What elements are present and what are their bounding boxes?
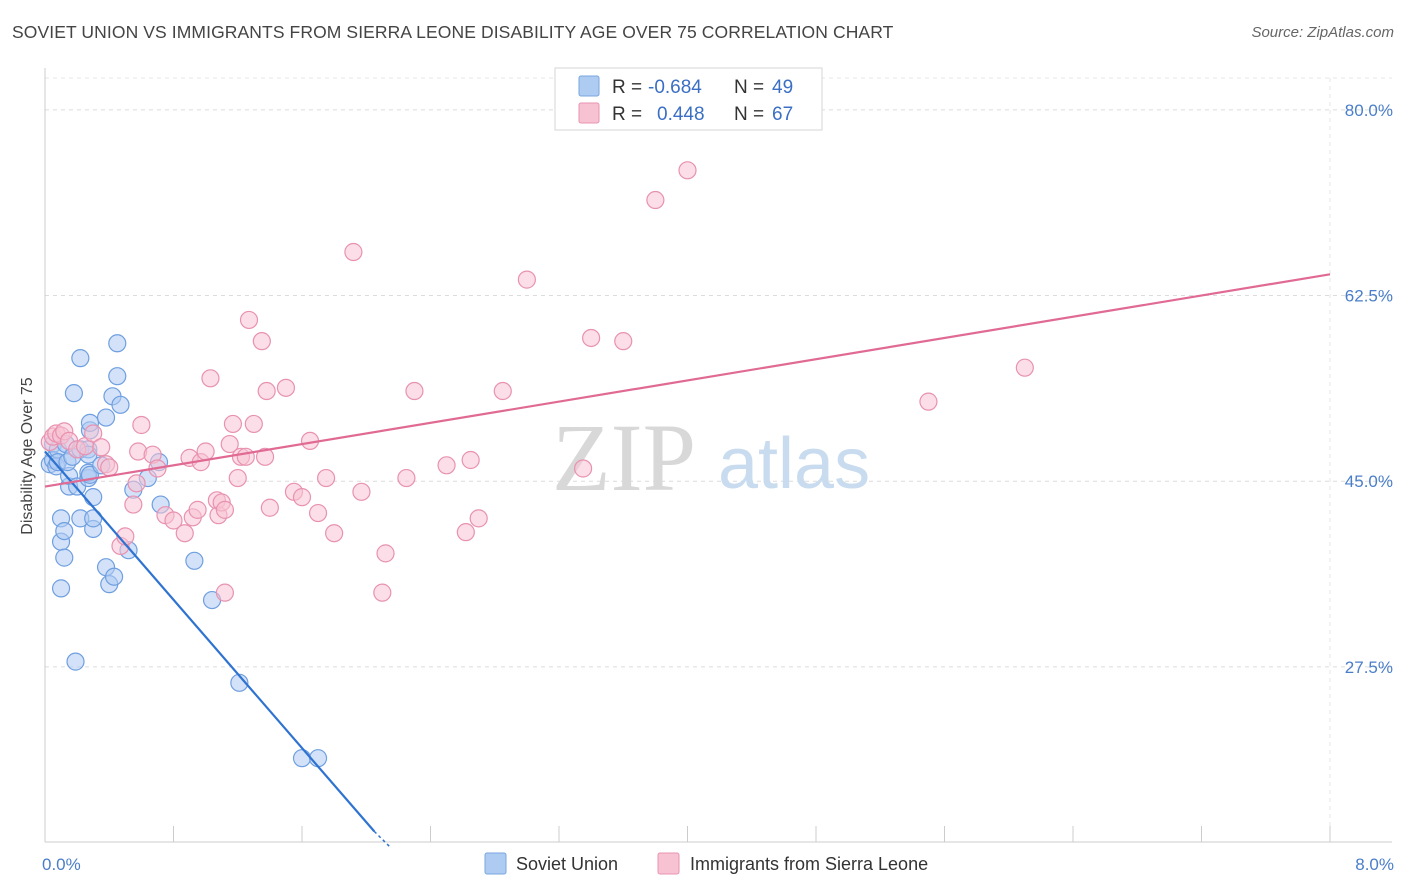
y-tick-label-2: 45.0% xyxy=(1345,472,1393,491)
series-legend-label-1: Immigrants from Sierra Leone xyxy=(690,854,928,874)
point-series-1-47 xyxy=(292,488,312,507)
point-series-1-11 xyxy=(100,458,119,477)
correlation-legend: R = -0.684 N = 49 R = 0.448 N = 67 xyxy=(554,67,823,131)
watermark-zip: ZIP xyxy=(552,404,696,511)
point-series-0-49 xyxy=(292,749,312,768)
point-series-0-37 xyxy=(96,408,116,427)
point-series-1-60 xyxy=(461,450,480,470)
point-series-1-39 xyxy=(239,310,259,330)
trend-line-1 xyxy=(44,273,1331,488)
point-series-1-54 xyxy=(373,583,392,602)
point-series-1-44 xyxy=(260,498,279,517)
point-series-1-57 xyxy=(405,381,424,401)
point-series-0-35 xyxy=(104,567,124,586)
point-series-1-22 xyxy=(175,524,194,543)
point-series-1-55 xyxy=(376,544,395,563)
point-series-1-8 xyxy=(84,424,103,443)
point-series-1-34 xyxy=(220,434,239,454)
series-legend: Soviet Union Immigrants from Sierra Leon… xyxy=(484,852,928,875)
point-series-0-26 xyxy=(84,488,103,507)
point-series-1-28 xyxy=(201,369,220,388)
point-series-1-62 xyxy=(493,381,512,401)
point-series-1-71 xyxy=(1015,358,1034,377)
point-series-1-14 xyxy=(124,495,143,514)
points-layer xyxy=(40,109,1034,768)
point-series-0-36 xyxy=(108,334,127,353)
point-series-1-21 xyxy=(164,511,183,530)
watermark: ZIP atlas xyxy=(552,404,870,511)
legend-n-label-0: N = xyxy=(734,77,764,98)
chart-title: SOVIET UNION VS IMMIGRANTS FROM SIERRA L… xyxy=(12,22,894,42)
point-series-1-66 xyxy=(614,332,633,351)
point-series-1-53 xyxy=(352,482,371,501)
trend-line-0 xyxy=(44,450,376,833)
point-series-1-68 xyxy=(678,161,697,180)
point-series-1-41 xyxy=(252,332,271,351)
legend-r-value-0: -0.684 xyxy=(648,77,702,98)
point-series-0-8 xyxy=(55,521,74,541)
point-series-1-67 xyxy=(646,190,665,210)
point-series-1-27 xyxy=(196,442,215,461)
point-series-1-15 xyxy=(127,474,146,493)
x-tick-label-0: 0.0% xyxy=(42,855,81,874)
point-series-0-46 xyxy=(185,551,204,570)
legend-n-label-1: N = xyxy=(734,104,764,125)
point-series-0-20 xyxy=(66,652,85,671)
point-series-1-70 xyxy=(919,392,938,411)
series-legend-swatch-0 xyxy=(484,852,507,875)
point-series-0-39 xyxy=(108,367,127,386)
point-series-1-17 xyxy=(132,415,151,435)
legend-r-label-0: R = xyxy=(612,77,642,98)
legend-n-value-1: 67 xyxy=(772,104,793,125)
point-series-1-50 xyxy=(316,468,336,488)
point-series-1-45 xyxy=(276,378,296,397)
point-series-1-61 xyxy=(469,509,488,528)
point-series-0-10 xyxy=(51,579,71,598)
point-series-1-52 xyxy=(344,242,363,262)
y-tick-label-1: 62.5% xyxy=(1345,287,1393,306)
chart-source: Source: ZipAtlas.com xyxy=(1251,24,1394,41)
point-series-0-18 xyxy=(71,349,90,368)
point-series-1-65 xyxy=(582,328,601,348)
point-series-1-43 xyxy=(257,381,276,401)
ticks-layer: 80.0% 62.5% 45.0% 27.5% 0.0% 8.0% xyxy=(42,101,1394,874)
point-series-1-56 xyxy=(397,468,416,488)
point-series-1-59 xyxy=(456,523,475,542)
point-series-1-32 xyxy=(215,583,234,602)
trend-layer xyxy=(44,273,1331,848)
point-series-1-33 xyxy=(215,500,234,519)
point-series-0-15 xyxy=(64,384,84,403)
point-series-1-38 xyxy=(236,447,255,466)
point-series-1-49 xyxy=(308,503,328,523)
legend-swatch-sierra-leone xyxy=(578,102,600,124)
point-series-1-9 xyxy=(92,438,111,457)
legend-n-value-0: 49 xyxy=(772,77,793,98)
point-series-1-40 xyxy=(244,414,263,434)
axes-layer xyxy=(44,68,1392,843)
series-legend-label-0: Soviet Union xyxy=(516,854,618,874)
point-series-1-25 xyxy=(188,500,207,519)
y-tick-label-0: 80.0% xyxy=(1345,101,1393,120)
y-tick-label-3: 27.5% xyxy=(1345,658,1393,677)
point-series-1-51 xyxy=(325,524,344,543)
legend-r-value-1: 0.448 xyxy=(657,104,705,125)
trend-line-ext-0 xyxy=(373,830,391,848)
point-series-0-9 xyxy=(55,548,74,567)
point-series-1-42 xyxy=(255,447,275,466)
point-series-1-64 xyxy=(573,459,593,478)
series-legend-swatch-1 xyxy=(657,852,680,875)
point-series-1-35 xyxy=(223,414,243,434)
point-series-0-40 xyxy=(111,395,130,414)
point-series-1-58 xyxy=(437,456,456,475)
point-series-1-63 xyxy=(517,270,536,289)
legend-swatch-soviet-union xyxy=(578,75,600,97)
watermark-atlas: atlas xyxy=(718,424,870,504)
legend-r-label-1: R = xyxy=(612,104,642,125)
x-tick-label-1: 8.0% xyxy=(1355,855,1394,874)
point-series-1-36 xyxy=(228,468,247,488)
